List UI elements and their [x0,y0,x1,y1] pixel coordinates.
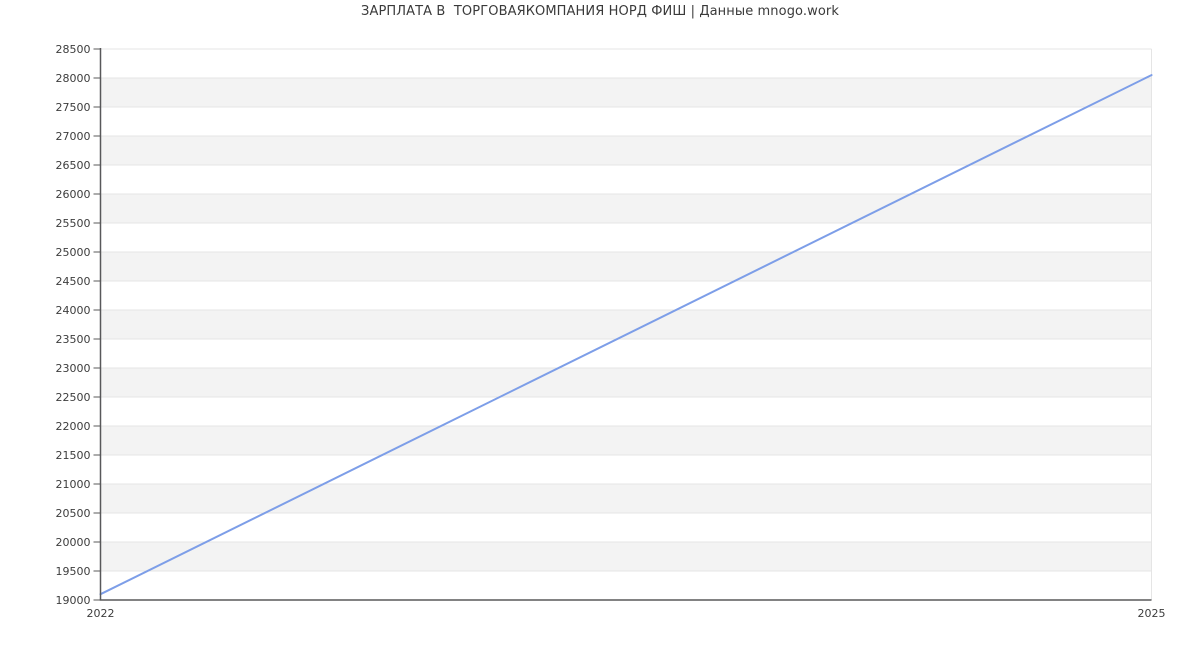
y-tick-label: 27500 [56,101,91,114]
y-tick-label: 21000 [56,478,91,491]
plot-band [100,252,1152,281]
plot-band [100,368,1152,397]
plot-band [100,194,1152,223]
y-tick-label: 20000 [56,536,91,549]
plot-band [100,78,1152,107]
y-tick-label: 19000 [56,594,91,607]
y-tick-label: 23000 [56,362,91,375]
y-tick-label: 22500 [56,391,91,404]
x-tick-label: 2022 [87,607,115,620]
y-tick-label: 23500 [56,333,91,346]
y-tick-label: 25500 [56,217,91,230]
plot-band [100,484,1152,513]
y-tick-label: 27000 [56,130,91,143]
chart-title: ЗАРПЛАТА В ТОРГОВАЯКОМПАНИЯ НОРД ФИШ | Д… [361,4,839,19]
plot-band [100,542,1152,571]
x-tick-label: 2025 [1138,607,1166,620]
y-tick-label: 21500 [56,449,91,462]
salary-trend-line [99,74,1153,596]
y-tick-label: 25000 [56,246,91,259]
y-tick-label: 28000 [56,72,91,85]
y-tick-label: 24500 [56,275,91,288]
y-tick-label: 20500 [56,507,91,520]
plot-band [100,426,1152,455]
y-tick-label: 19500 [56,565,91,578]
plot-band [100,136,1152,165]
y-tick-label: 28500 [56,43,91,56]
y-tick-label: 22000 [56,420,91,433]
y-tick-label: 24000 [56,304,91,317]
y-tick-label: 26500 [56,159,91,172]
y-tick-label: 26000 [56,188,91,201]
